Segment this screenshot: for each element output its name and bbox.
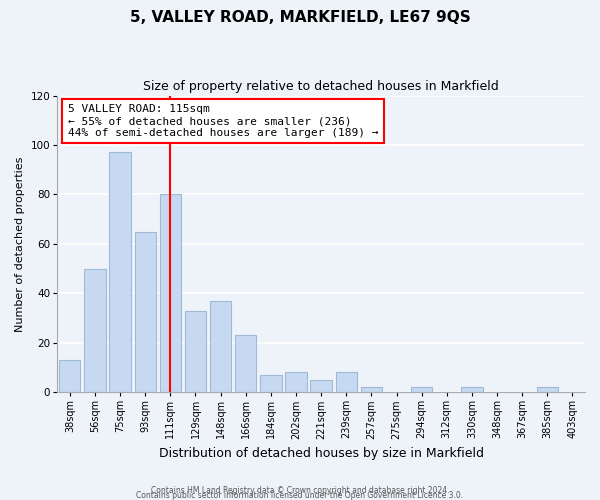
Text: Contains HM Land Registry data © Crown copyright and database right 2024.: Contains HM Land Registry data © Crown c… xyxy=(151,486,449,495)
Bar xyxy=(109,152,131,392)
Bar xyxy=(185,310,206,392)
Bar xyxy=(536,388,558,392)
Bar xyxy=(59,360,80,392)
Bar xyxy=(84,268,106,392)
Bar xyxy=(335,372,357,392)
Bar xyxy=(461,388,482,392)
Y-axis label: Number of detached properties: Number of detached properties xyxy=(15,156,25,332)
Bar xyxy=(310,380,332,392)
Bar xyxy=(160,194,181,392)
Bar xyxy=(411,388,433,392)
X-axis label: Distribution of detached houses by size in Markfield: Distribution of detached houses by size … xyxy=(158,447,484,460)
Title: Size of property relative to detached houses in Markfield: Size of property relative to detached ho… xyxy=(143,80,499,93)
Bar xyxy=(361,388,382,392)
Bar xyxy=(134,232,156,392)
Bar xyxy=(210,300,231,392)
Text: Contains public sector information licensed under the Open Government Licence 3.: Contains public sector information licen… xyxy=(136,490,464,500)
Text: 5, VALLEY ROAD, MARKFIELD, LE67 9QS: 5, VALLEY ROAD, MARKFIELD, LE67 9QS xyxy=(130,10,470,25)
Bar xyxy=(286,372,307,392)
Bar xyxy=(260,375,281,392)
Bar xyxy=(235,336,256,392)
Text: 5 VALLEY ROAD: 115sqm
← 55% of detached houses are smaller (236)
44% of semi-det: 5 VALLEY ROAD: 115sqm ← 55% of detached … xyxy=(68,104,379,138)
